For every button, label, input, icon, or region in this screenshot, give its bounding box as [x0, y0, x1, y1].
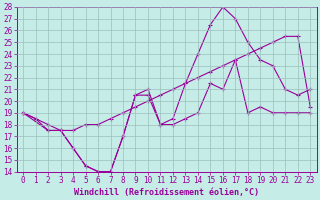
X-axis label: Windchill (Refroidissement éolien,°C): Windchill (Refroidissement éolien,°C): [74, 188, 259, 197]
